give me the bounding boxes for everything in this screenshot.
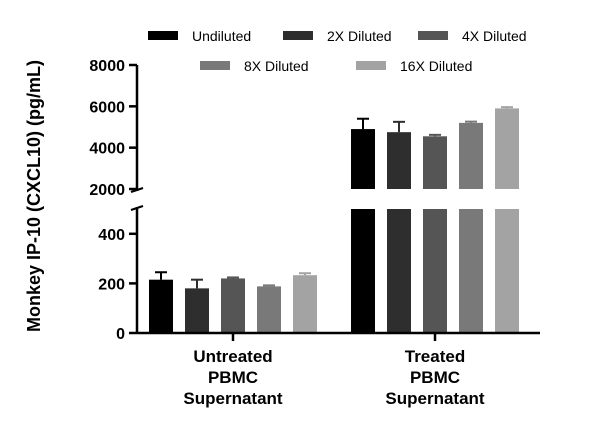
x-category-label-line: Supernatant — [183, 389, 283, 408]
bar — [149, 279, 173, 333]
bar — [387, 132, 411, 189]
y-axis: 0 200 400 2000 4000 6000 8000 — [89, 58, 144, 343]
y-axis-label: Monkey IP-10 (CXCL10) (pg/mL) — [24, 60, 44, 332]
x-category-label-line: Treated — [405, 347, 465, 366]
bar-lower-segment — [351, 209, 375, 333]
bar — [495, 108, 519, 189]
bar — [185, 288, 209, 333]
legend-swatch — [148, 31, 178, 40]
y-tick-label: 2000 — [89, 182, 125, 199]
legend-label: 16X Diluted — [400, 58, 472, 74]
bar-lower-segment — [387, 209, 411, 333]
legend-label: 4X Diluted — [462, 28, 527, 44]
legend-swatch — [356, 61, 386, 70]
x-category-label: Treated PBMC Supernatant — [385, 347, 485, 408]
bar — [257, 286, 281, 333]
bar-lower-segment — [459, 209, 483, 333]
bar — [351, 129, 375, 189]
x-category-label-line: Untreated — [193, 347, 272, 366]
x-category-label: Untreated PBMC Supernatant — [183, 347, 283, 408]
legend-label: Undiluted — [192, 28, 251, 44]
y-tick-label: 0 — [116, 326, 125, 343]
axis-break-mark — [130, 205, 144, 211]
y-tick-label: 4000 — [89, 141, 125, 158]
legend-label: 8X Diluted — [244, 58, 309, 74]
legend-swatch — [418, 31, 448, 40]
bar — [423, 136, 447, 189]
x-category-label-line: PBMC — [410, 368, 460, 387]
legend-label: 2X Diluted — [327, 28, 392, 44]
legend-swatch — [200, 61, 230, 70]
bars — [149, 106, 519, 333]
y-tick-label: 8000 — [89, 58, 125, 75]
y-tick-label: 200 — [98, 276, 125, 293]
y-tick-label: 6000 — [89, 99, 125, 116]
x-category-label-line: Supernatant — [385, 389, 485, 408]
x-category-label-line: PBMC — [208, 368, 258, 387]
bar — [221, 278, 245, 333]
bar-lower-segment — [495, 209, 519, 333]
bar-lower-segment — [423, 209, 447, 333]
y-tick-label: 400 — [98, 227, 125, 244]
bar — [293, 275, 317, 333]
legend-swatch — [283, 31, 313, 40]
bar — [459, 122, 483, 189]
x-axis: Untreated PBMC Supernatant Treated PBMC Super… — [137, 331, 540, 408]
legend: Undiluted 2X Diluted 4X Diluted 8X Diluted 1… — [148, 28, 527, 74]
